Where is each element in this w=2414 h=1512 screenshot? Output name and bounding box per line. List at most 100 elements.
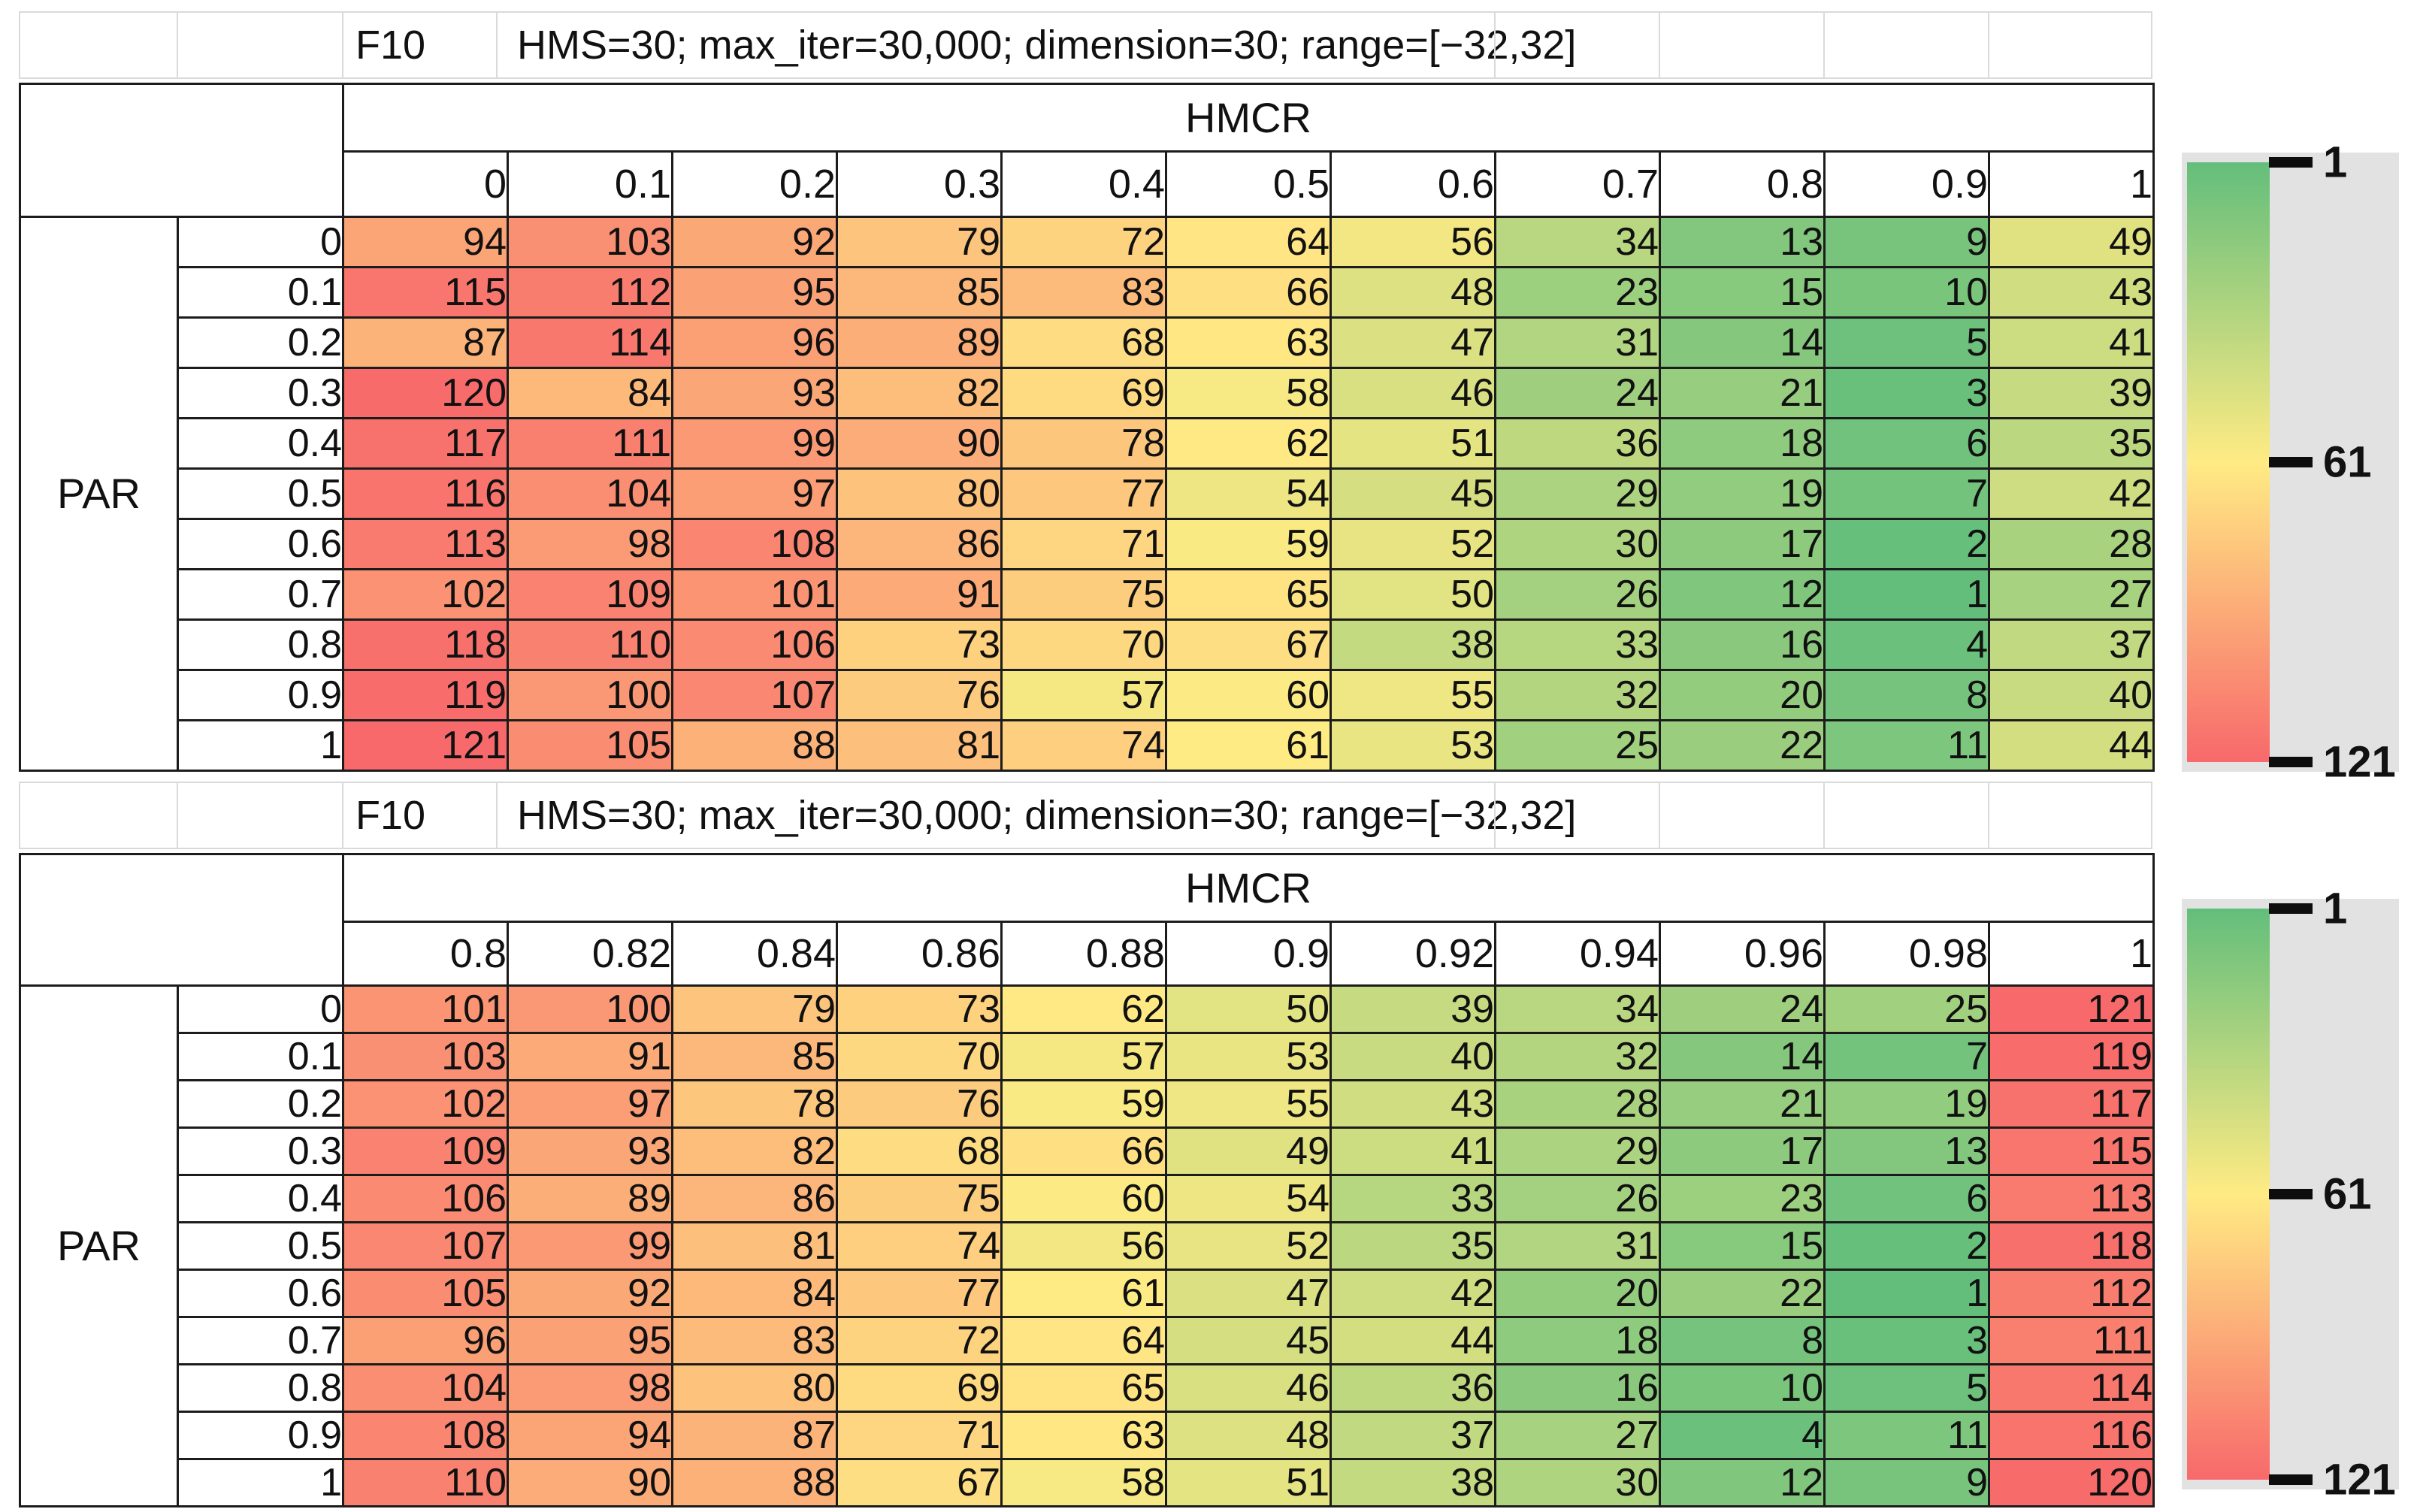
heatmap-cell: 10	[1659, 1363, 1826, 1413]
heatmap-cell: 8	[1659, 1316, 1826, 1365]
heatmap-row: 0.4 117 111 99 90 78 62 51 36 18 6 35	[20, 417, 2155, 470]
heatmap-cell: 71	[1000, 518, 1167, 570]
heatmap-row: 0.1 115 112 95 85 83 66 48 23 15 10 43	[20, 266, 2155, 319]
hmcr-col-header: 0.1	[507, 150, 673, 218]
heatmap-cell: 83	[1000, 266, 1167, 319]
heatmap-cell: 27	[1988, 568, 2155, 621]
hmcr-col-header: 0.4	[1000, 150, 1167, 218]
hmcr-col-header: 0.9	[1823, 150, 1990, 218]
heatmap-cell: 76	[836, 669, 1003, 721]
heatmap-cell: 86	[671, 1174, 838, 1223]
heatmap-row: PAR 0 101 100 79 73 62 50 39 34 24 25 121	[19, 984, 2155, 1507]
heatmap-cell: 113	[342, 518, 509, 570]
heatmap-cell: 40	[1330, 1032, 1496, 1081]
heatmap-cell: 76	[836, 1079, 1003, 1129]
heatmap-cell: 77	[1000, 467, 1167, 520]
heatmap-cell: 31	[1494, 316, 1661, 369]
heatmap-row: 0.5 107 99 81 74 56 52 35 31 15 2 118	[20, 1221, 2155, 1271]
par-row-header: 1	[177, 719, 344, 772]
heatmap-cell: 106	[342, 1174, 509, 1223]
par-row-header: 0.4	[177, 417, 344, 470]
heatmap-cell: 4	[1659, 1411, 1826, 1460]
heatmap-cell: 84	[507, 367, 673, 419]
heatmap-cell: 50	[1165, 984, 1332, 1034]
hmcr-col-header: 0.92	[1330, 921, 1496, 987]
heatmap-cell: 22	[1659, 719, 1826, 772]
hmcr-col-header: 0.86	[836, 921, 1003, 987]
title1-empty-cell-b	[177, 11, 342, 79]
heatmap-cell: 42	[1988, 467, 2155, 520]
heatmap-cell: 91	[836, 568, 1003, 621]
par-axis-title: PAR	[19, 216, 179, 772]
heatmap-cell: 37	[1330, 1411, 1496, 1460]
heatmap-cell: 78	[1000, 417, 1167, 470]
heatmap-cell: 1	[1823, 1269, 1990, 1318]
hmcr-axis-title: HMCR	[342, 83, 2155, 153]
title2-empty-cell-b	[177, 782, 342, 849]
heatmap-cell: 49	[1165, 1126, 1332, 1176]
par-row-header: 0.5	[177, 467, 344, 520]
heatmap-cell: 30	[1494, 1458, 1661, 1507]
heatmap-row: 1 110 90 88 67 58 51 38 30 12 9 120	[20, 1458, 2155, 1507]
heatmap-cell: 103	[342, 1032, 509, 1081]
heatmap-cell: 102	[342, 568, 509, 621]
heatmap-cell: 118	[342, 618, 509, 671]
heatmap-cell: 58	[1165, 367, 1332, 419]
hmcr-col-header: 0.9	[1165, 921, 1332, 987]
heatmap-cell: 101	[671, 568, 838, 621]
heatmap-cell: 27	[1494, 1411, 1661, 1460]
heatmap-cell: 48	[1330, 266, 1496, 319]
gradient-bar	[2187, 162, 2270, 762]
heatmap-cell: 12	[1659, 568, 1826, 621]
heatmap-cell: 115	[1988, 1126, 2155, 1176]
heatmap-cell: 20	[1659, 669, 1826, 721]
heatmap-cell: 18	[1494, 1316, 1661, 1365]
heatmap-cell: 71	[836, 1411, 1003, 1460]
heatmap-cell: 17	[1659, 518, 1826, 570]
hmcr-col-header: 0.8	[342, 921, 509, 987]
heatmap-cell: 45	[1330, 467, 1496, 520]
heatmap-cell: 118	[1988, 1221, 2155, 1271]
par-row-header: 0	[177, 216, 344, 268]
par-row-header: 0.8	[177, 618, 344, 671]
heatmap-cell: 12	[1659, 1458, 1826, 1507]
heatmap-cell: 114	[507, 316, 673, 369]
par-row-header: 0.2	[177, 1079, 344, 1129]
heatmap-cell: 74	[1000, 719, 1167, 772]
heatmap-cell: 4	[1823, 618, 1990, 671]
heatmap-cell: 51	[1330, 417, 1496, 470]
heatmap-cell: 111	[507, 417, 673, 470]
heatmap-cell: 112	[507, 266, 673, 319]
heatmap-cell: 79	[836, 216, 1003, 268]
heatmap-row: 0.9 108 94 87 71 63 48 37 27 4 11 116	[20, 1411, 2155, 1460]
legend-tick	[2269, 1189, 2313, 1199]
heatmap-cell: 51	[1165, 1458, 1332, 1507]
heatmap-cell: 32	[1494, 669, 1661, 721]
heatmap-cell: 89	[507, 1174, 673, 1223]
heatmap-cell: 19	[1659, 467, 1826, 520]
heatmap-cell: 13	[1823, 1126, 1990, 1176]
hmcr-col-header: 1	[1988, 150, 2155, 218]
hmcr-col-header: 0.2	[671, 150, 838, 218]
color-scale-legend-1: 1 61 121	[2182, 138, 2399, 787]
heatmap-cell: 37	[1988, 618, 2155, 671]
heatmap-cell: 16	[1659, 618, 1826, 671]
heatmap-table-1: HMCR 0 0.1 0.2 0.3 0.4 0.5 0.6 0.7 0.8 0.9 1 PAR 0 94 1…	[19, 83, 2155, 772]
heatmap-cell: 35	[1330, 1221, 1496, 1271]
heatmap-cell: 117	[342, 417, 509, 470]
heatmap-cell: 98	[507, 518, 673, 570]
heatmap-cell: 16	[1494, 1363, 1661, 1413]
par-row-header: 1	[177, 1458, 344, 1507]
heatmap-cell: 14	[1659, 1032, 1826, 1081]
heatmap-cell: 92	[671, 216, 838, 268]
hmcr-col-header: 0.98	[1823, 921, 1990, 987]
legend-tick	[2269, 457, 2313, 467]
title1-empty-cell	[1823, 11, 1988, 79]
heatmap-row: 0.6 113 98 108 86 71 59 52 30 17 2 28	[20, 518, 2155, 570]
heatmap-cell: 101	[342, 984, 509, 1034]
heatmap-cell: 28	[1988, 518, 2155, 570]
heatmap-cell: 22	[1659, 1269, 1826, 1318]
heatmap-cell: 34	[1494, 216, 1661, 268]
heatmap-cell: 72	[836, 1316, 1003, 1365]
heatmap-cell: 24	[1494, 367, 1661, 419]
